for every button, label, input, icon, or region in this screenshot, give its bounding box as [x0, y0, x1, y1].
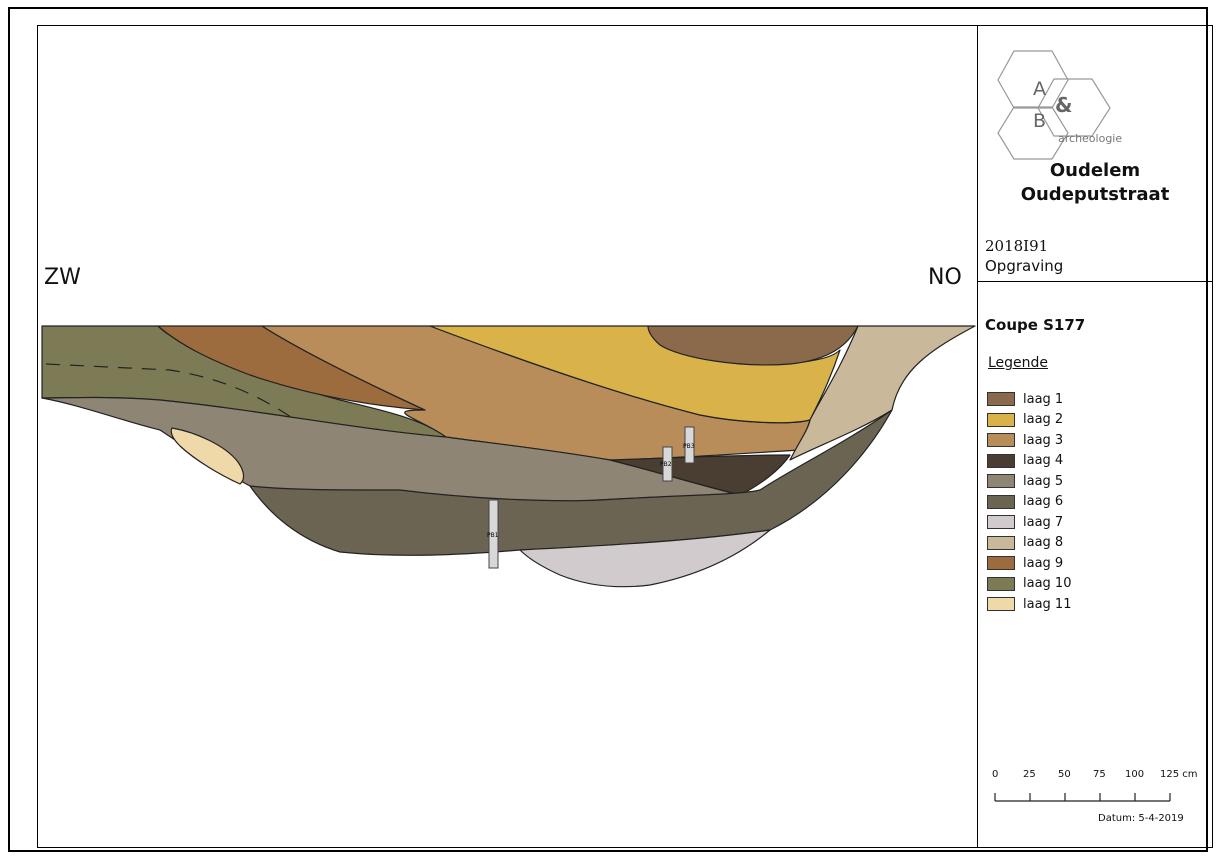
legend-swatch [987, 453, 1015, 468]
legend-label: laag 7 [1023, 514, 1064, 530]
legend-item: laag 5 [987, 471, 1071, 492]
legend-item: laag 8 [987, 533, 1071, 554]
site-name-line1: Oudelem [1049, 160, 1141, 181]
legend-item: laag 11 [987, 594, 1071, 615]
layer-laag-11 [170, 427, 245, 485]
legend-item: laag 1 [987, 389, 1071, 410]
layer-laag-4 [609, 454, 791, 496]
legend-label: laag 4 [1023, 453, 1064, 469]
legend-item: laag 7 [987, 512, 1071, 533]
scale-tick-label: 50 [1058, 769, 1071, 780]
direction-label-right: NO [928, 265, 962, 290]
title-block-separator [977, 281, 1213, 282]
layer-laag-7 [519, 529, 771, 588]
logo-subtitle: archeologie [1058, 132, 1122, 145]
drawing-frame [37, 25, 1213, 848]
site-name-line2: Oudeputstraat [1020, 184, 1170, 205]
scale-tick-label: 75 [1093, 769, 1106, 780]
legend-label: laag 8 [1023, 535, 1064, 551]
probe-pb3: PB3 [683, 426, 695, 464]
legend-label: laag 2 [1023, 412, 1064, 428]
legend-item: laag 4 [987, 451, 1071, 472]
probe-label-pb1: PB1 [487, 532, 499, 539]
legend-item: laag 2 [987, 410, 1071, 431]
logo-letter-a: A [1033, 78, 1046, 100]
legend-swatch [987, 597, 1015, 612]
layer-boundary-dashed [45, 363, 299, 423]
legend-swatch [987, 576, 1015, 591]
legend-swatch [987, 474, 1015, 489]
logo-letter-b: B [1033, 110, 1046, 132]
legend-label: laag 11 [1023, 596, 1072, 612]
logo [997, 50, 1111, 160]
probe-pb2: PB2 [660, 446, 673, 482]
legend-label: laag 10 [1023, 576, 1072, 592]
scale-labels: 0 25 50 75 100 125 cm [985, 769, 1215, 783]
legend-label: laag 5 [1023, 473, 1064, 489]
legend-item: laag 6 [987, 492, 1071, 513]
scale-tick-label: 100 [1125, 769, 1145, 780]
legend: laag 1 laag 2 laag 3 laag 4 laag 5 laag … [987, 389, 1071, 615]
legend-swatch [987, 392, 1015, 407]
legend-swatch [987, 515, 1015, 530]
layer-laag-8 [789, 325, 976, 461]
title-block-divider [977, 25, 978, 848]
scale-tick-label: 0 [992, 769, 999, 780]
probe-pb1: PB1 [487, 499, 499, 569]
direction-label-left: ZW [44, 265, 81, 290]
scale-bar [994, 793, 1171, 802]
legend-label: laag 9 [1023, 555, 1064, 571]
datum-label: Datum: 5-4-2019 [1098, 813, 1184, 824]
project-type: Opgraving [985, 257, 1064, 275]
legend-title: Legende [988, 355, 1049, 371]
legend-swatch [987, 535, 1015, 550]
layer-laag-1 [647, 325, 859, 366]
coupe-title: Coupe S177 [985, 316, 1086, 334]
scale-tick-label: 25 [1023, 769, 1036, 780]
legend-item: laag 3 [987, 430, 1071, 451]
probe-label-pb3: PB3 [683, 443, 695, 450]
legend-item: laag 9 [987, 553, 1071, 574]
legend-swatch [987, 433, 1015, 448]
legend-swatch [987, 494, 1015, 509]
probe-label-pb2: PB2 [660, 461, 672, 468]
project-code: 2018I91 [985, 237, 1049, 255]
legend-label: laag 1 [1023, 391, 1064, 407]
legend-label: laag 3 [1023, 432, 1064, 448]
legend-label: laag 6 [1023, 494, 1064, 510]
logo-ampersand: & [1055, 93, 1072, 117]
map-frame [8, 7, 1208, 852]
legend-swatch [987, 556, 1015, 571]
legend-swatch [987, 412, 1015, 427]
scale-tick-label: 125 cm [1160, 769, 1198, 780]
legend-item: laag 10 [987, 574, 1071, 595]
layer-laag-6 [249, 409, 893, 556]
